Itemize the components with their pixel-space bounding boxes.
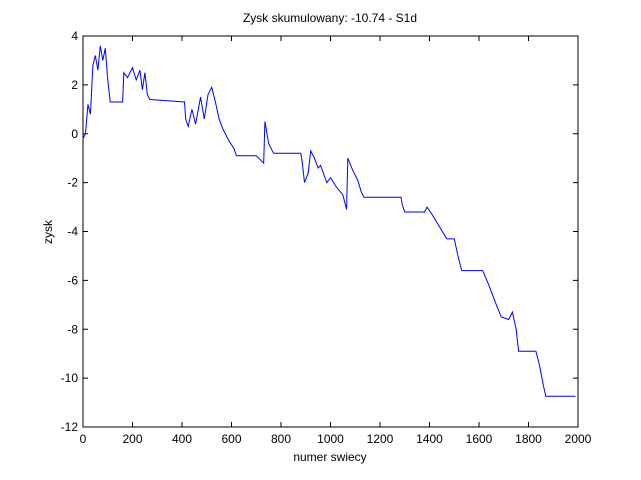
x-tick-label: 200 bbox=[122, 432, 142, 446]
y-tick-label: -4 bbox=[67, 225, 78, 239]
line-series bbox=[82, 45, 576, 397]
x-axis-label: numer swiecy bbox=[293, 450, 366, 464]
chart-title: Zysk skumulowany: -10.74 - S1d bbox=[243, 11, 417, 25]
y-tick-label: 4 bbox=[71, 29, 78, 43]
x-tick-label: 1800 bbox=[515, 432, 542, 446]
y-tick-label: -8 bbox=[67, 322, 78, 336]
y-tick-label: -12 bbox=[61, 420, 79, 434]
y-tick-label: -2 bbox=[67, 176, 78, 190]
y-tick-label: 2 bbox=[71, 78, 78, 92]
x-tick-label: 600 bbox=[221, 432, 241, 446]
y-tick-label: 0 bbox=[71, 127, 78, 141]
x-tick-label: 1200 bbox=[367, 432, 394, 446]
y-axis-label: zysk bbox=[41, 219, 55, 244]
x-tick-label: 1600 bbox=[466, 432, 493, 446]
x-tick-label: 0 bbox=[80, 432, 87, 446]
x-tick-label: 2000 bbox=[565, 432, 592, 446]
x-tick-label: 1000 bbox=[317, 432, 344, 446]
plot-area bbox=[82, 35, 579, 428]
y-tick-label: -6 bbox=[67, 273, 78, 287]
x-tick-label: 800 bbox=[271, 432, 291, 446]
y-tick-label: -10 bbox=[61, 371, 79, 385]
x-tick-label: 1400 bbox=[416, 432, 443, 446]
x-tick-label: 400 bbox=[172, 432, 192, 446]
